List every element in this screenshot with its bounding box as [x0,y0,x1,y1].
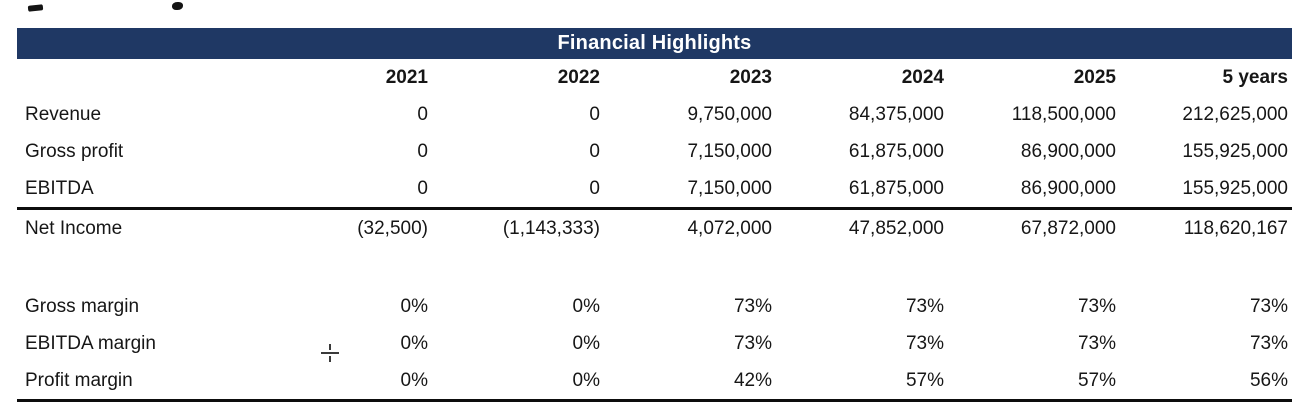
table-row-gross-margin: Gross margin 0% 0% 73% 73% 73% 73% [17,288,1292,325]
table-cell: 57% [905,369,944,391]
table-row-profit-margin: Profit margin 0% 0% 42% 57% 57% 56% [17,362,1292,399]
table-cell: 155,925,000 [1182,140,1288,162]
table-cell: 0% [572,369,600,391]
table-cell: 73% [905,295,944,317]
column-header-2024: 2024 [901,66,944,88]
crosshair-vertical-line [329,344,331,362]
table-cell: 67,872,000 [1020,217,1116,239]
table-cell: (1,143,333) [502,217,600,239]
table-row-gross-profit: Gross profit 0 0 7,150,000 61,875,000 86… [17,133,1292,170]
table-cell: 9,750,000 [687,103,772,125]
table-cell: 0% [572,295,600,317]
table-cell: 0 [589,140,600,162]
table-cell: 61,875,000 [848,140,944,162]
table-header-row: 2021 2022 2023 2024 2025 5 years [17,59,1292,96]
column-header-5-years: 5 years [1222,66,1288,88]
table-cell: 155,925,000 [1182,177,1288,199]
row-label-gross-margin: Gross margin [25,295,140,317]
table-cell: 0% [572,332,600,354]
table-cell: 7,150,000 [687,177,772,199]
table-row-net-income: Net Income (32,500) (1,143,333) 4,072,00… [17,207,1292,247]
table-cell: 118,500,000 [1011,103,1116,125]
table-cell: 84,375,000 [848,103,944,125]
table-cell: 42% [733,369,772,391]
table-cell: 73% [733,332,772,354]
table-title-bar: Financial Highlights [17,28,1292,59]
scan-artifact [172,2,183,10]
table-cell: 73% [1249,332,1288,354]
column-header-2023: 2023 [729,66,772,88]
table-cell: (32,500) [357,217,428,239]
table-cell: 0% [400,332,428,354]
crosshair-cursor-icon [321,344,339,362]
row-label-gross-profit: Gross profit [25,140,124,162]
row-label-net-income: Net Income [25,217,123,239]
table-cell: 57% [1077,369,1116,391]
table-cell: 73% [1077,295,1116,317]
row-label-profit-margin: Profit margin [25,369,133,391]
table-cell: 4,072,000 [687,217,772,239]
table-title: Financial Highlights [557,32,752,54]
table-cell: 56% [1249,369,1288,391]
table-cell: 73% [733,295,772,317]
table-cell: 0% [400,369,428,391]
table-cell: 0% [400,295,428,317]
table-cell: 0 [589,177,600,199]
table-cell: 61,875,000 [848,177,944,199]
table-row-ebitda-margin: EBITDA margin 0% 0% 73% 73% 73% 73% [17,325,1292,362]
table-cell: 73% [905,332,944,354]
table-cell: 0 [417,140,428,162]
header-spacer-cell [17,59,260,96]
table-cell: 0 [417,103,428,125]
table-cell: 73% [1249,295,1288,317]
table-cell: 86,900,000 [1020,140,1116,162]
table-cell: 118,620,167 [1183,217,1288,239]
table-cell: 47,852,000 [848,217,944,239]
table-row-revenue: Revenue 0 0 9,750,000 84,375,000 118,500… [17,96,1292,133]
table-cell: 86,900,000 [1020,177,1116,199]
row-label-ebitda: EBITDA [25,177,94,199]
table-cell: 0 [417,177,428,199]
row-label-ebitda-margin: EBITDA margin [25,332,156,354]
column-header-2021: 2021 [385,66,428,88]
table-cell: 73% [1077,332,1116,354]
table-cell: 7,150,000 [687,140,772,162]
table-cell: 212,625,000 [1182,103,1288,125]
column-header-2025: 2025 [1073,66,1116,88]
row-label-revenue: Revenue [25,103,102,125]
table-cell: 0 [589,103,600,125]
table-row-ebitda: EBITDA 0 0 7,150,000 61,875,000 86,900,0… [17,170,1292,207]
blank-row [17,247,1292,288]
scan-artifact [27,4,44,12]
financial-highlights-table: Financial Highlights 2021 2022 2023 2024… [17,28,1292,406]
column-header-2022: 2022 [557,66,600,88]
table-bottom-rule [17,399,1292,406]
